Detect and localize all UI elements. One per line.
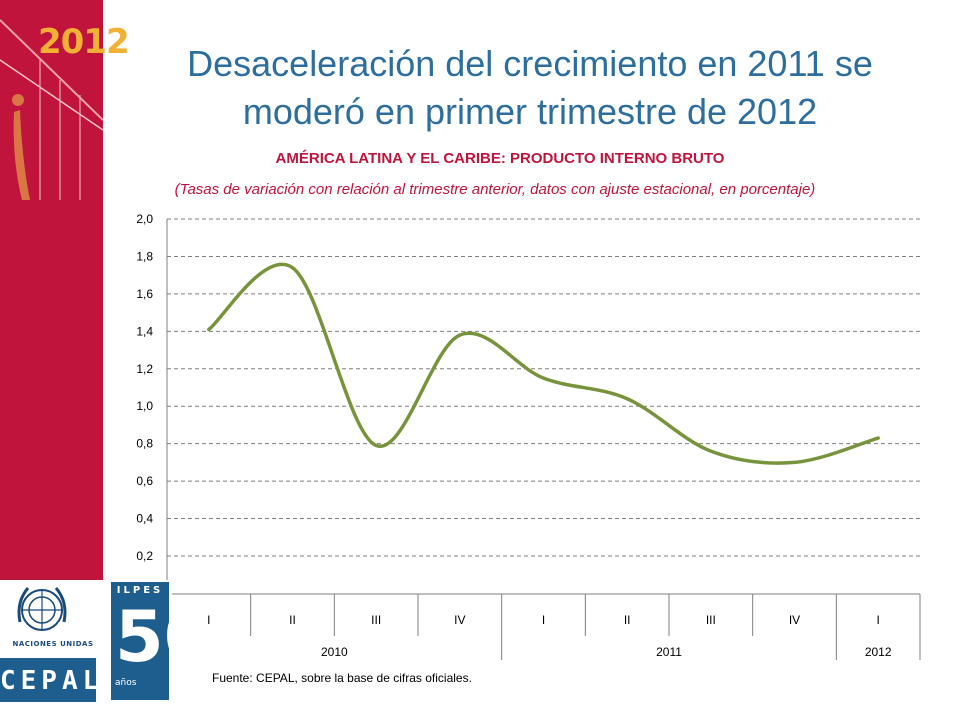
slide-title-line1: Desaceleración del crecimiento en 2011 s… <box>187 43 873 84</box>
source-note: Fuente: CEPAL, sobre la base de cifras o… <box>212 671 472 685</box>
y-tick-label: 1,2 <box>136 362 153 376</box>
data-point <box>374 444 378 448</box>
x-group-label: 2011 <box>656 645 682 659</box>
x-tick-label: III <box>371 613 381 627</box>
cepal-logo: CEPAL <box>0 658 104 702</box>
chart-subtitle: (Tasas de variación con relación al trim… <box>174 181 816 198</box>
sidebar-decoration <box>0 19 103 200</box>
x-tick-label: II <box>624 613 631 627</box>
slide-title: Desaceleración del crecimiento en 2011 s… <box>110 40 950 136</box>
un-emblem-icon <box>17 587 67 631</box>
y-tick-label: 1,4 <box>136 324 153 338</box>
x-tick-label: III <box>706 613 716 627</box>
y-tick-label: 0,4 <box>136 512 153 526</box>
ilpes-fifty: 50 <box>115 596 213 678</box>
un-label: NACIONES UNIDAS <box>12 640 94 648</box>
y-tick-label: 2,0 <box>136 212 153 226</box>
y-tick-label: 0,6 <box>136 474 153 488</box>
y-tick-label: 1,6 <box>136 287 153 301</box>
x-tick-label: I <box>207 613 210 627</box>
ilpes-logo: ILPES 50 años <box>111 582 212 700</box>
data-point <box>793 460 796 464</box>
x-tick-label: II <box>289 613 296 627</box>
data-point <box>542 376 545 380</box>
x-group-label: 2010 <box>321 645 348 659</box>
y-tick-label: 1,0 <box>136 399 153 413</box>
y-tick-label: 1,8 <box>136 249 153 263</box>
cepal-label: CEPAL <box>0 666 104 696</box>
x-tick-label: IV <box>789 613 800 627</box>
year-badge: 2012 <box>38 22 130 62</box>
data-point <box>876 436 880 440</box>
slide-title-line2: moderó en primer trimestre de 2012 <box>242 91 818 132</box>
x-group-label: 2012 <box>865 645 892 659</box>
x-tick-label: I <box>876 613 879 627</box>
data-point <box>291 266 294 270</box>
ilpes-anos: años <box>115 678 137 688</box>
data-point <box>625 397 629 401</box>
y-tick-label: 0,2 <box>136 549 153 563</box>
x-tick-label: IV <box>454 613 465 627</box>
x-tick-label: I <box>542 613 545 627</box>
data-point <box>458 333 462 337</box>
series-line <box>207 262 880 465</box>
chart-title: AMÉRICA LATINA Y EL CARIBE: PRODUCTO INT… <box>275 150 725 167</box>
y-tick-label: 0,8 <box>136 437 153 451</box>
data-point <box>709 449 713 453</box>
logos-area: NACIONES UNIDAS CEPAL ILPES 50 años <box>0 580 212 720</box>
data-point <box>207 327 211 331</box>
ilpes-label: ILPES <box>116 585 164 596</box>
